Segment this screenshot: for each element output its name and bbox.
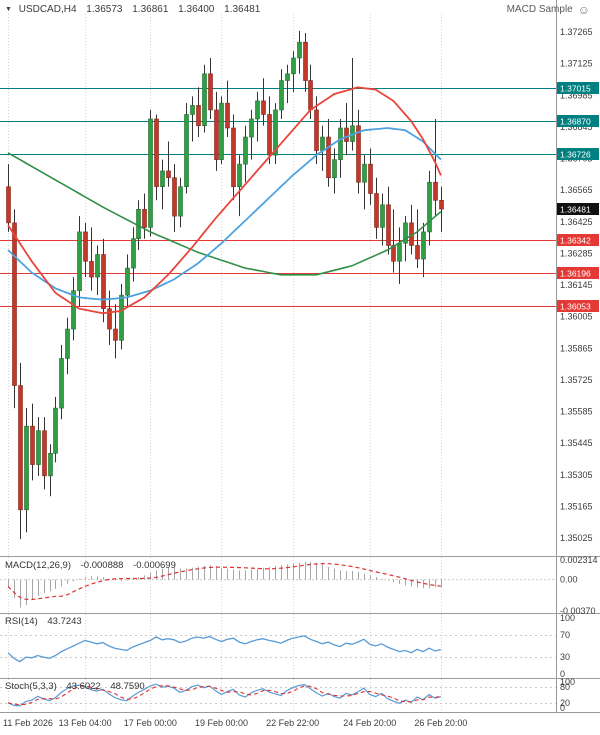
macd-main-value: -0.000888 bbox=[80, 560, 124, 571]
svg-text:0.00: 0.00 bbox=[560, 575, 578, 585]
macd-panel[interactable] bbox=[0, 561, 556, 608]
svg-text:1.35025: 1.35025 bbox=[560, 533, 593, 543]
svg-text:1.37125: 1.37125 bbox=[560, 59, 593, 69]
svg-text:1.36481: 1.36481 bbox=[560, 205, 591, 215]
rsi-line bbox=[7, 635, 442, 663]
svg-text:1.36985: 1.36985 bbox=[560, 90, 593, 100]
macd-indicator-name: MACD(12,26,9) bbox=[5, 560, 71, 571]
svg-text:1.35165: 1.35165 bbox=[560, 501, 593, 511]
stoch-d-value: 48.7590 bbox=[110, 681, 145, 692]
svg-text:20: 20 bbox=[560, 698, 570, 708]
svg-text:26 Feb 20:00: 26 Feb 20:00 bbox=[414, 718, 467, 728]
svg-text:19 Feb 00:00: 19 Feb 00:00 bbox=[195, 718, 248, 728]
svg-text:1.35585: 1.35585 bbox=[560, 407, 593, 417]
panel-separators bbox=[0, 0, 600, 713]
svg-text:1.35725: 1.35725 bbox=[560, 375, 593, 385]
svg-text:11 Feb 2026: 11 Feb 2026 bbox=[3, 718, 53, 728]
ohlc-open-value: 1.36573 bbox=[86, 4, 123, 15]
ea-label[interactable]: MACD Sample ☺ bbox=[507, 4, 590, 16]
ma-slow-green-line bbox=[7, 152, 442, 276]
svg-text:1.37015: 1.37015 bbox=[560, 84, 591, 94]
svg-text:22 Feb 22:00: 22 Feb 22:00 bbox=[266, 718, 319, 728]
svg-text:13 Feb 04:00: 13 Feb 04:00 bbox=[59, 718, 112, 728]
svg-text:1.36425: 1.36425 bbox=[560, 217, 593, 227]
rsi-panel[interactable] bbox=[0, 635, 556, 663]
stoch-k-value: 43.6022 bbox=[66, 681, 101, 692]
macd-signal-value: -0.000699 bbox=[133, 560, 176, 571]
ma-fast-red-line bbox=[7, 86, 442, 315]
ohlc-low-value: 1.36400 bbox=[178, 4, 215, 15]
svg-text:1.36565: 1.36565 bbox=[560, 185, 593, 195]
svg-text:17 Feb 00:00: 17 Feb 00:00 bbox=[124, 718, 177, 728]
symbol-timeframe-label: USDCAD,H4 bbox=[18, 4, 77, 15]
svg-text:100: 100 bbox=[560, 677, 575, 687]
svg-text:1.35445: 1.35445 bbox=[560, 438, 593, 448]
svg-text:70: 70 bbox=[560, 630, 570, 640]
macd-panel-label: MACD(12,26,9) -0.000888 -0.000699 bbox=[5, 560, 176, 572]
svg-text:0: 0 bbox=[560, 669, 565, 679]
macd-signal-line bbox=[7, 562, 441, 601]
stoch-indicator-name: Stoch(5,3,3) bbox=[5, 681, 57, 692]
stoch-panel[interactable] bbox=[0, 683, 556, 707]
svg-text:0.002314: 0.002314 bbox=[560, 555, 598, 565]
svg-text:30: 30 bbox=[560, 652, 570, 662]
time-axis[interactable]: 11 Feb 2026 13 Feb 04:00 17 Feb 00:00 19 Fe… bbox=[3, 718, 467, 728]
svg-text:-0.00370: -0.00370 bbox=[560, 606, 596, 616]
svg-text:1.36342: 1.36342 bbox=[560, 236, 591, 246]
ohlc-high-value: 1.36861 bbox=[132, 4, 169, 15]
svg-text:1.36726: 1.36726 bbox=[560, 150, 591, 160]
svg-text:1.36053: 1.36053 bbox=[560, 302, 591, 312]
svg-text:100: 100 bbox=[560, 613, 575, 623]
ma-mid-blue-line bbox=[7, 127, 442, 301]
svg-text:1.37265: 1.37265 bbox=[560, 27, 593, 37]
stoch-k-line bbox=[7, 683, 442, 707]
ea-name-label: MACD Sample bbox=[506, 4, 573, 15]
svg-text:1.35305: 1.35305 bbox=[560, 470, 593, 480]
ohlc-close-value: 1.36481 bbox=[224, 4, 261, 15]
chart-title-bar: ▼ USDCAD,H4 1.36573 1.36861 1.36400 1.36… bbox=[5, 4, 260, 16]
svg-text:1.36870: 1.36870 bbox=[560, 117, 591, 127]
svg-text:24 Feb 20:00: 24 Feb 20:00 bbox=[343, 718, 396, 728]
svg-text:80: 80 bbox=[560, 682, 570, 692]
rsi-panel-label: RSI(14) 43.7243 bbox=[5, 616, 82, 628]
rsi-indicator-name: RSI(14) bbox=[5, 616, 38, 627]
stoch-panel-label: Stoch(5,3,3) 43.6022 48.7590 bbox=[5, 681, 145, 693]
svg-text:1.35865: 1.35865 bbox=[560, 343, 593, 353]
svg-text:1.36145: 1.36145 bbox=[560, 280, 593, 290]
stoch-d-line bbox=[7, 685, 441, 706]
price-axis[interactable]: 1.372651.371251.369851.368451.367051.365… bbox=[557, 27, 599, 713]
svg-text:1.36196: 1.36196 bbox=[560, 269, 591, 279]
svg-text:0: 0 bbox=[560, 703, 565, 713]
chart-dropdown-icon[interactable]: ▼ bbox=[5, 6, 12, 13]
candles-layer bbox=[6, 30, 444, 540]
rsi-value: 43.7243 bbox=[47, 616, 82, 627]
svg-text:1.36005: 1.36005 bbox=[560, 312, 593, 322]
moving-averages-layer bbox=[7, 86, 442, 315]
ea-smiley-icon: ☺ bbox=[577, 3, 590, 17]
svg-text:1.36285: 1.36285 bbox=[560, 248, 593, 258]
